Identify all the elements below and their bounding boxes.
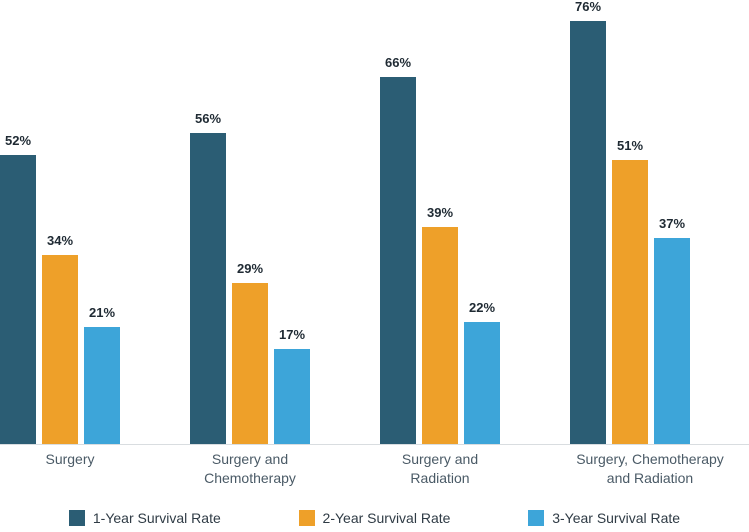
legend-item: 1-Year Survival Rate bbox=[69, 510, 221, 526]
chart-plot-area: 52%34%21%56%29%17%66%39%22%76%51%37% bbox=[0, 0, 749, 445]
legend-swatch bbox=[299, 510, 315, 526]
bar: 76% bbox=[570, 21, 606, 444]
category-label-line: Surgery and bbox=[360, 450, 520, 469]
bar: 22% bbox=[464, 322, 500, 444]
bar: 34% bbox=[42, 255, 78, 444]
bar-value-label: 22% bbox=[464, 300, 500, 315]
bar: 29% bbox=[232, 283, 268, 444]
bar-group: 76%51%37% bbox=[570, 21, 690, 444]
bar: 37% bbox=[654, 238, 690, 444]
legend-swatch bbox=[69, 510, 85, 526]
x-axis-labels: SurgerySurgery andChemotherapySurgery an… bbox=[0, 450, 749, 490]
bar: 52% bbox=[0, 155, 36, 444]
category-label-line: Surgery, Chemotherapy bbox=[550, 450, 749, 469]
category-label: Surgery andRadiation bbox=[360, 450, 520, 488]
legend-label: 2-Year Survival Rate bbox=[323, 510, 451, 526]
category-label: Surgery bbox=[0, 450, 140, 469]
bar-value-label: 76% bbox=[570, 0, 606, 14]
bar: 21% bbox=[84, 327, 120, 444]
bar-group: 56%29%17% bbox=[190, 133, 310, 445]
bar-value-label: 17% bbox=[274, 327, 310, 342]
bar-value-label: 34% bbox=[42, 233, 78, 248]
legend-label: 3-Year Survival Rate bbox=[552, 510, 680, 526]
bar: 66% bbox=[380, 77, 416, 444]
bar-value-label: 66% bbox=[380, 55, 416, 70]
legend-item: 3-Year Survival Rate bbox=[528, 510, 680, 526]
legend-item: 2-Year Survival Rate bbox=[299, 510, 451, 526]
bar-value-label: 39% bbox=[422, 205, 458, 220]
bar-value-label: 52% bbox=[0, 133, 36, 148]
bar: 56% bbox=[190, 133, 226, 445]
category-label-line: Surgery bbox=[0, 450, 140, 469]
bar-group: 66%39%22% bbox=[380, 77, 500, 444]
bar-value-label: 29% bbox=[232, 261, 268, 276]
bar-value-label: 21% bbox=[84, 305, 120, 320]
legend-label: 1-Year Survival Rate bbox=[93, 510, 221, 526]
legend-swatch bbox=[528, 510, 544, 526]
category-label-line: Radiation bbox=[360, 469, 520, 488]
bar: 51% bbox=[612, 160, 648, 444]
category-label-line: and Radiation bbox=[550, 469, 749, 488]
legend: 1-Year Survival Rate 2-Year Survival Rate… bbox=[0, 510, 749, 526]
bar-group: 52%34%21% bbox=[0, 155, 120, 444]
bar: 39% bbox=[422, 227, 458, 444]
category-label-line: Surgery and bbox=[170, 450, 330, 469]
category-label: Surgery, Chemotherapyand Radiation bbox=[550, 450, 749, 488]
bar: 17% bbox=[274, 349, 310, 444]
bar-value-label: 56% bbox=[190, 111, 226, 126]
bar-value-label: 37% bbox=[654, 216, 690, 231]
category-label: Surgery andChemotherapy bbox=[170, 450, 330, 488]
bar-value-label: 51% bbox=[612, 138, 648, 153]
category-label-line: Chemotherapy bbox=[170, 469, 330, 488]
